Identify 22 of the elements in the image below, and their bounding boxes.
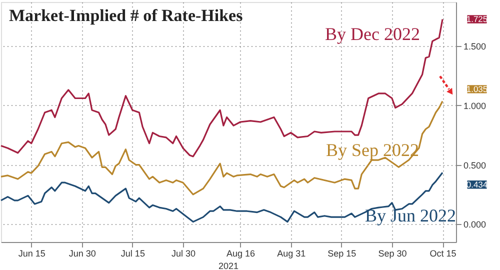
annotation: 1.725 <box>466 14 488 24</box>
x-tick-label: Oct 15 <box>430 248 456 258</box>
series-label: By Sep 2022 <box>326 140 420 160</box>
x-tick-label: Sep 15 <box>328 248 356 258</box>
series-label: By Dec 2022 <box>325 24 420 44</box>
x-tick-label: Jul 15 <box>120 248 145 258</box>
y-tick-label: 0.500 <box>464 160 486 170</box>
x-tick-label: Jun 30 <box>68 248 96 258</box>
x-tick-label: Aug 31 <box>277 248 306 258</box>
x-tick-label: Jul 30 <box>171 248 196 258</box>
chart-title: Market-Implied # of Rate-Hikes <box>9 6 244 25</box>
x-tick-label: Aug 16 <box>226 248 256 258</box>
text: 2021 <box>218 261 239 270</box>
y-tick-label: 1.500 <box>464 41 486 52</box>
line-series <box>0 100 444 196</box>
y-tick-label: 1.000 <box>464 100 486 111</box>
x-tick-label: Jun 15 <box>18 248 46 258</box>
y-tick-label: 0.000 <box>464 220 486 230</box>
annotation: 0.434 <box>466 180 488 190</box>
annotation: 1.035 <box>466 84 488 94</box>
series-label: By Jun 2022 <box>365 206 456 226</box>
x-tick-label: Sep 30 <box>378 248 407 258</box>
